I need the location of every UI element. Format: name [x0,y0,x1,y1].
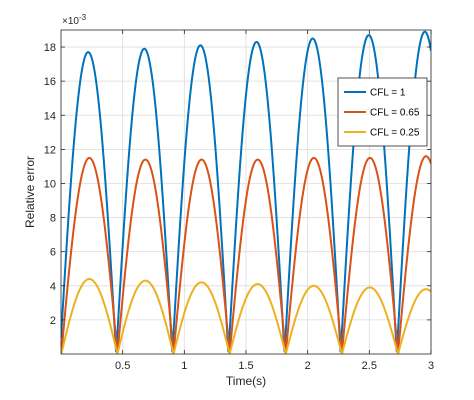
y-tick-label: 2 [50,315,56,327]
y-tick-label: 6 [50,247,56,259]
series-line-2 [61,155,431,354]
series-line-1 [61,30,431,353]
x-tick-label: 3 [428,360,434,372]
y-tick-label: 10 [44,178,56,190]
y-tick-label: 4 [50,281,56,293]
axis-ticks: 0.5 1 1.5 2 2.5 3 2 4 6 8 10 12 14 16 18 [44,30,434,372]
x-tick-label: 2.5 [362,360,377,372]
x-tick-label: 1.5 [238,360,253,372]
x-tick-label: 1 [181,360,187,372]
x-tick-label: 2 [305,360,311,372]
y-tick-label: 18 [44,42,56,54]
y-axis-title: Relative error [23,156,37,228]
legend-label: CFL = 0.65 [370,108,420,119]
series-line-3 [61,277,431,354]
legend-label: CFL = 1 [370,88,406,99]
y-tick-label: 14 [44,110,56,122]
x-tick-label: 0.5 [115,360,130,372]
series-lines [61,30,431,354]
legend: CFL = 1 CFL = 0.65 CFL = 0.25 [337,77,428,147]
x-axis-title: Time(s) [226,374,266,388]
y-tick-label: 16 [44,76,56,88]
legend-label: CFL = 0.25 [370,128,420,139]
y-tick-label: 8 [50,213,56,225]
y-tick-label: 12 [44,144,56,156]
y-exponent-label: ×10-3 [62,13,87,27]
